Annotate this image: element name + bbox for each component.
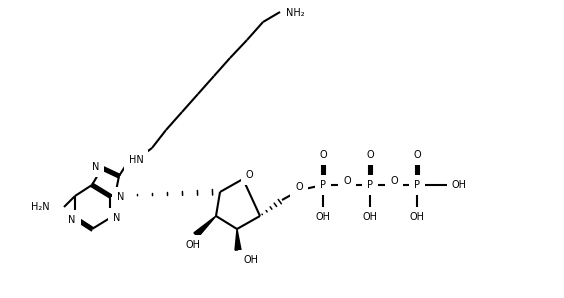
- Text: H₂N: H₂N: [32, 202, 50, 212]
- Text: O: O: [413, 150, 421, 160]
- Text: OH: OH: [186, 240, 200, 250]
- Text: OH: OH: [452, 180, 467, 190]
- Text: OH: OH: [243, 255, 258, 265]
- Text: N: N: [113, 213, 120, 223]
- Text: O: O: [366, 150, 374, 160]
- Text: OH: OH: [409, 212, 425, 222]
- Text: O: O: [390, 176, 398, 186]
- Text: O: O: [343, 176, 351, 186]
- Text: HN: HN: [129, 155, 143, 165]
- Text: OH: OH: [363, 212, 377, 222]
- Text: P: P: [320, 180, 326, 190]
- Text: P: P: [367, 180, 373, 190]
- Text: N: N: [117, 192, 125, 202]
- Text: P: P: [414, 180, 420, 190]
- Text: N: N: [68, 215, 76, 225]
- Polygon shape: [194, 216, 216, 237]
- Text: O: O: [246, 170, 254, 180]
- Polygon shape: [235, 229, 241, 250]
- Text: N: N: [91, 162, 99, 172]
- Text: NH₂: NH₂: [286, 8, 305, 18]
- Text: O: O: [319, 150, 327, 160]
- Text: O: O: [295, 182, 303, 192]
- Text: OH: OH: [315, 212, 331, 222]
